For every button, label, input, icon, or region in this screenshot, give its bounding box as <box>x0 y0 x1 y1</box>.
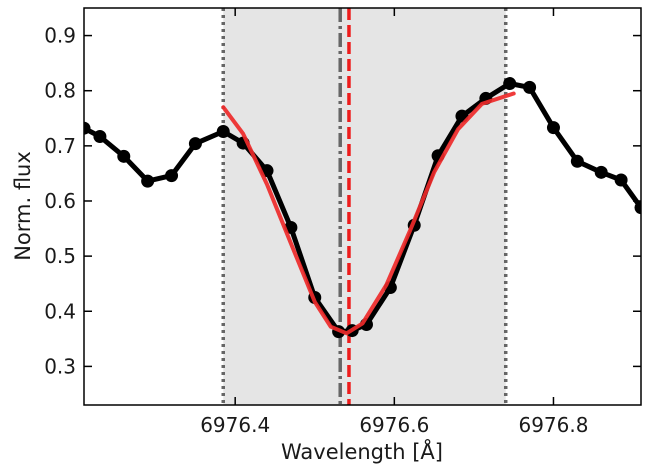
data-point <box>117 149 131 163</box>
data-point <box>614 173 628 187</box>
data-point <box>594 165 608 179</box>
data-point <box>165 169 179 183</box>
data-point <box>546 121 560 135</box>
y-tick-label: 0.5 <box>44 244 76 268</box>
plot-frame <box>83 7 642 406</box>
fit-curve-line <box>221 91 516 336</box>
data-point <box>141 174 155 188</box>
reference-lines <box>221 8 508 405</box>
data-point <box>634 201 641 215</box>
y-axis-label: Norm. flux <box>11 151 35 261</box>
data-point <box>216 125 230 139</box>
y-tick-label: 0.7 <box>44 134 76 158</box>
data-point <box>503 77 517 91</box>
data-point <box>84 121 91 135</box>
axis-ticks: 6976.4 6976.6 6976.8 0.3 0.4 0.5 0.6 0.7 0.8 0.9 <box>44 8 641 437</box>
y-tick-label: 0.4 <box>44 299 76 323</box>
x-axis-label: Wavelength [Å] <box>281 438 443 464</box>
y-tick-label: 0.3 <box>44 354 76 378</box>
y-tick-label: 0.8 <box>44 79 76 103</box>
data-point <box>93 129 107 143</box>
x-tick-label: 6976.8 <box>518 413 588 437</box>
y-tick-label: 0.9 <box>44 24 76 48</box>
data-series <box>84 77 641 339</box>
fit-window-shading <box>223 8 506 405</box>
data-point <box>188 137 202 151</box>
y-tick-label: 0.6 <box>44 189 76 213</box>
data-point <box>570 154 584 168</box>
x-tick-label: 6976.6 <box>359 413 429 437</box>
data-point <box>523 80 537 94</box>
x-tick-label: 6976.4 <box>200 413 270 437</box>
